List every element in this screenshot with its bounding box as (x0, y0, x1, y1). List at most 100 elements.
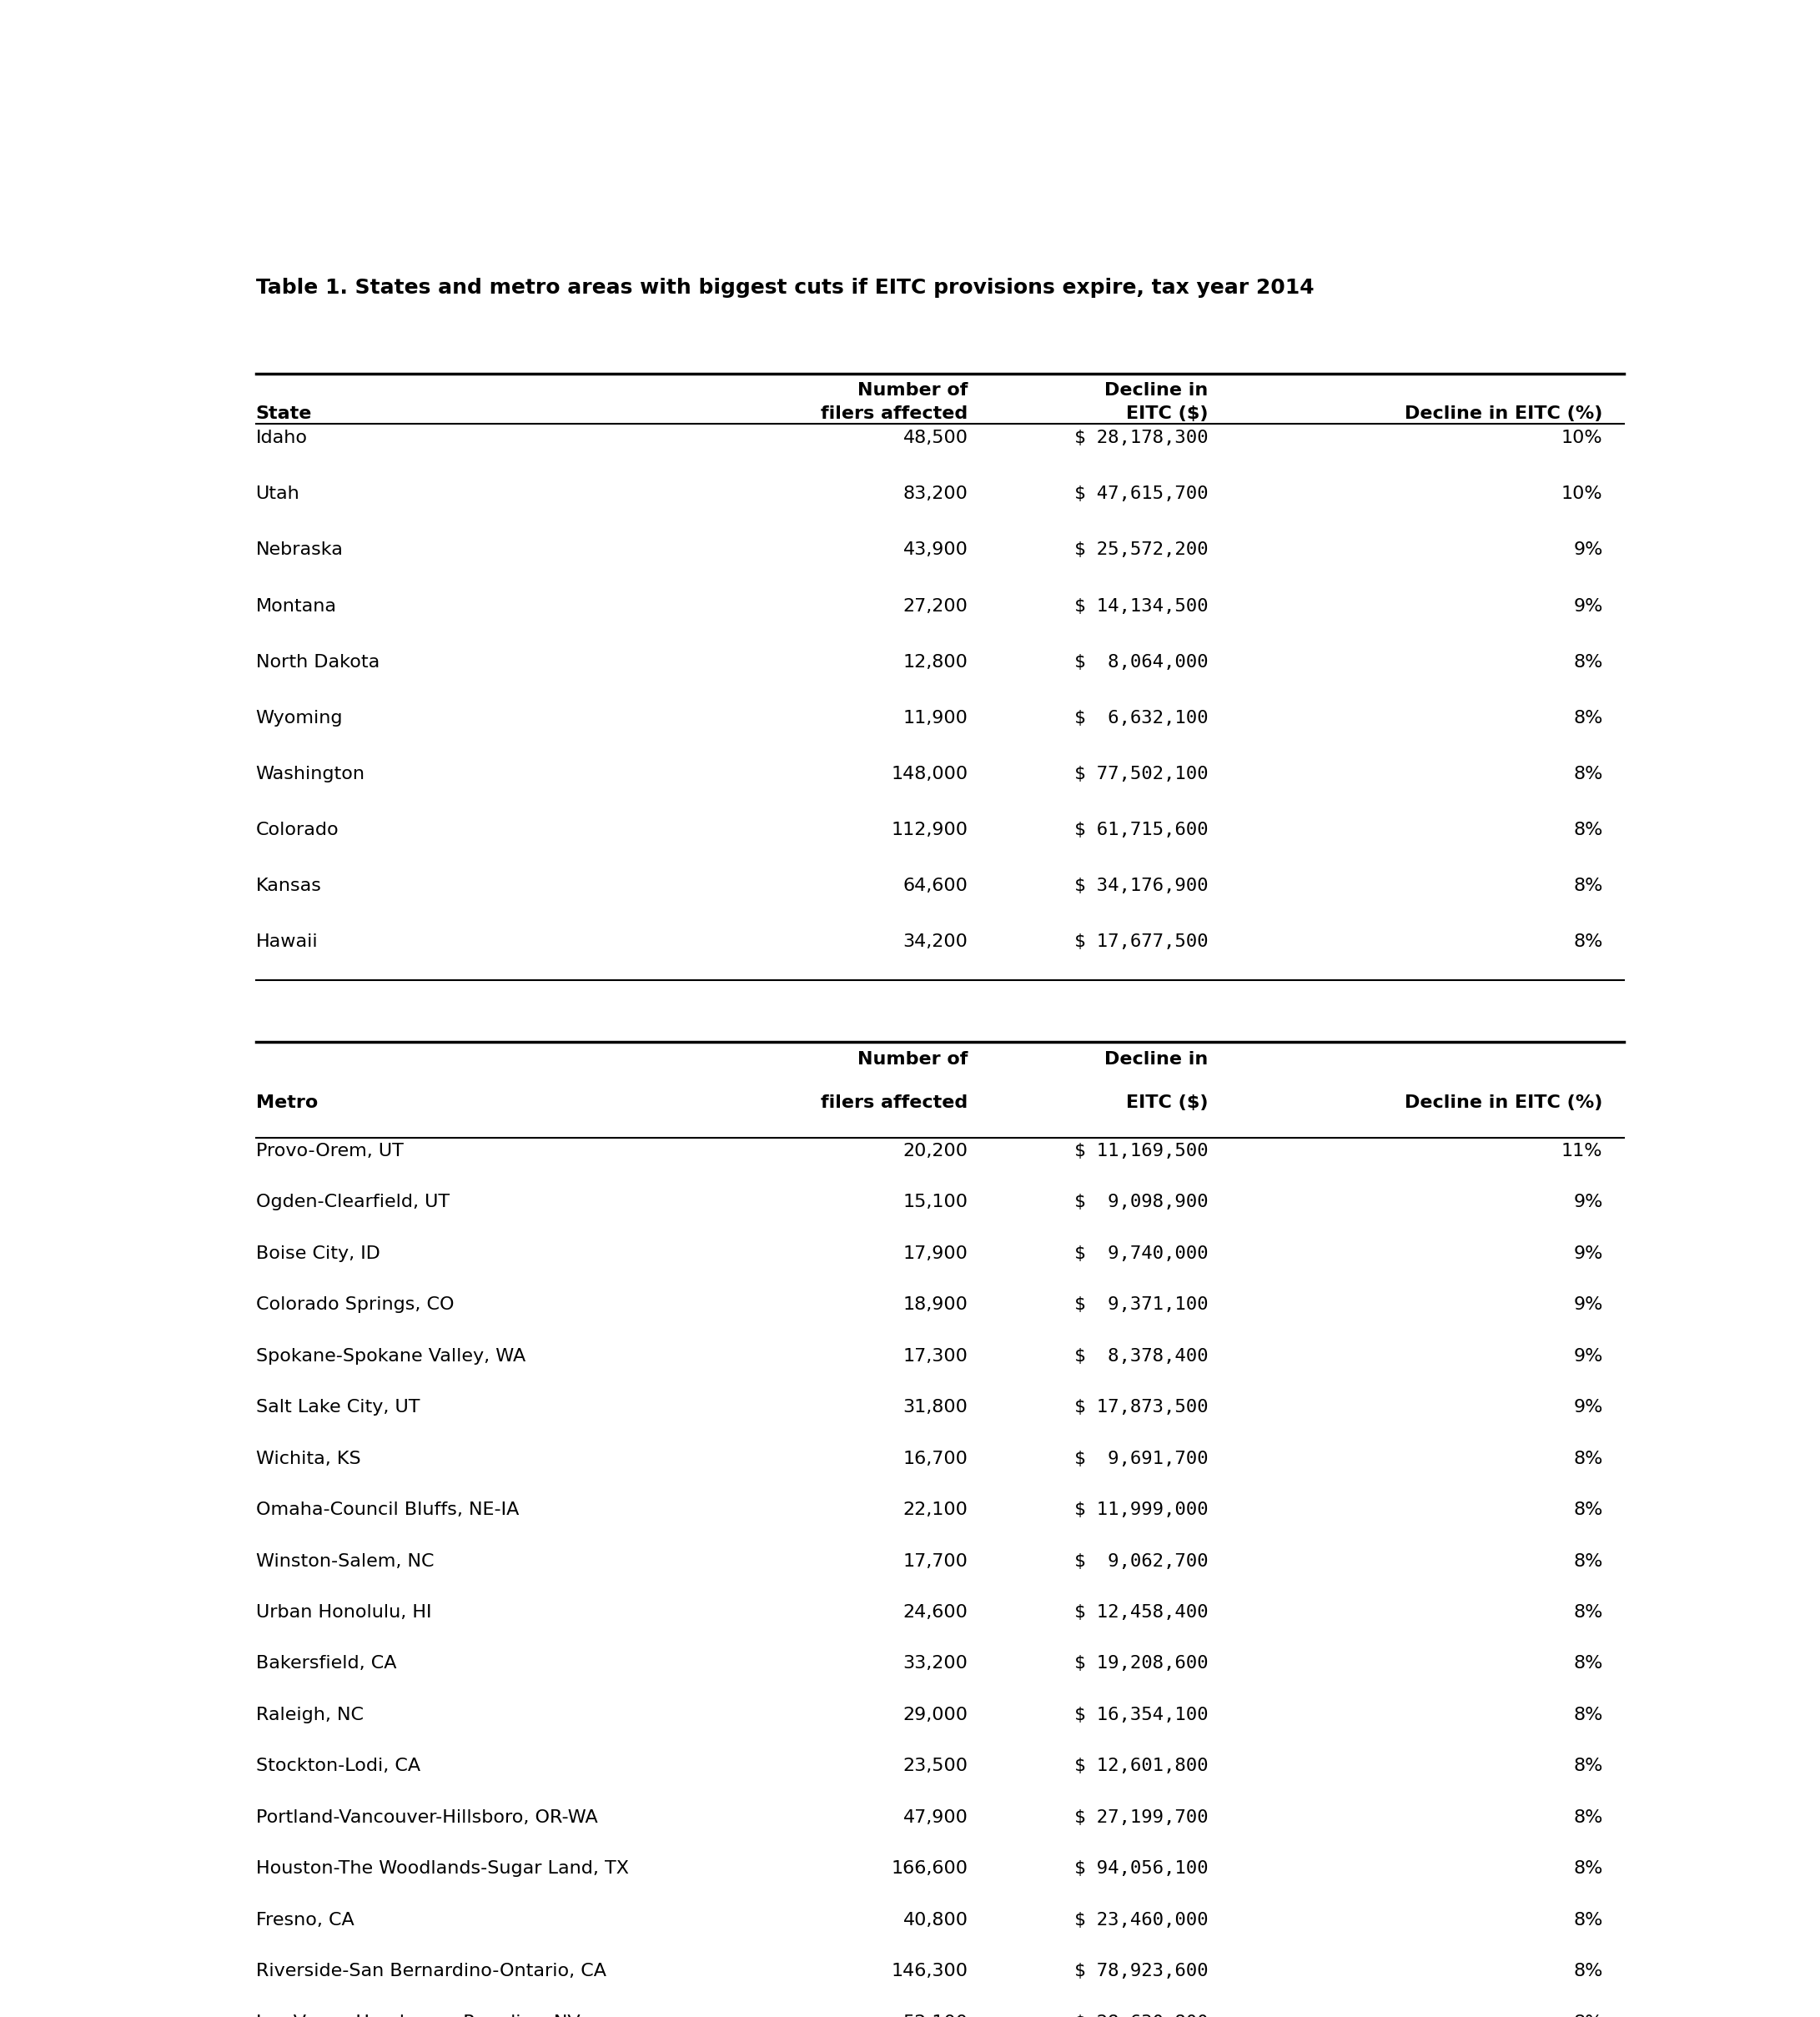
Text: $ 94,056,100: $ 94,056,100 (1074, 1860, 1208, 1878)
Text: 8%: 8% (1572, 1450, 1603, 1466)
Text: 27,200: 27,200 (903, 597, 968, 615)
Text: 8%: 8% (1572, 1553, 1603, 1569)
Text: $ 11,999,000: $ 11,999,000 (1074, 1501, 1208, 1519)
Text: filers affected: filers affected (821, 405, 968, 422)
Text: Table 1. States and metro areas with biggest cuts if EITC provisions expire, tax: Table 1. States and metro areas with big… (255, 278, 1314, 299)
Text: $  9,691,700: $ 9,691,700 (1074, 1450, 1208, 1466)
Text: 31,800: 31,800 (903, 1400, 968, 1416)
Text: 8%: 8% (1572, 1912, 1603, 1928)
Text: $  8,378,400: $ 8,378,400 (1074, 1347, 1208, 1366)
Text: $ 78,923,600: $ 78,923,600 (1074, 1963, 1208, 1979)
Text: Portland-Vancouver-Hillsboro, OR-WA: Portland-Vancouver-Hillsboro, OR-WA (255, 1809, 597, 1825)
Text: 8%: 8% (1572, 1809, 1603, 1825)
Text: 11%: 11% (1562, 1144, 1603, 1160)
Text: 18,900: 18,900 (903, 1297, 968, 1313)
Text: Raleigh, NC: Raleigh, NC (255, 1706, 364, 1723)
Text: $ 11,169,500: $ 11,169,500 (1074, 1144, 1208, 1160)
Text: 8%: 8% (1572, 1656, 1603, 1672)
Text: Colorado Springs, CO: Colorado Springs, CO (255, 1297, 453, 1313)
Text: 12,800: 12,800 (903, 654, 968, 670)
Text: 8%: 8% (1572, 877, 1603, 894)
Text: $ 34,176,900: $ 34,176,900 (1074, 877, 1208, 894)
Text: Utah: Utah (255, 486, 300, 502)
Text: 10%: 10% (1562, 430, 1603, 446)
Text: Urban Honolulu, HI: Urban Honolulu, HI (255, 1604, 431, 1622)
Text: 24,600: 24,600 (903, 1604, 968, 1622)
Text: 9%: 9% (1572, 1347, 1603, 1366)
Text: 17,900: 17,900 (903, 1244, 968, 1263)
Text: $ 12,601,800: $ 12,601,800 (1074, 1759, 1208, 1775)
Text: 20,200: 20,200 (903, 1144, 968, 1160)
Text: Decline in: Decline in (1105, 1051, 1208, 1067)
Text: Metro: Metro (255, 1095, 318, 1111)
Text: 22,100: 22,100 (903, 1501, 968, 1519)
Text: Washington: Washington (255, 764, 366, 783)
Text: 8%: 8% (1572, 654, 1603, 670)
Text: $ 19,208,600: $ 19,208,600 (1074, 1656, 1208, 1672)
Text: 23,500: 23,500 (903, 1759, 968, 1775)
Text: EITC ($): EITC ($) (1125, 1095, 1208, 1111)
Text: 8%: 8% (1572, 1860, 1603, 1878)
Text: Stockton-Lodi, CA: Stockton-Lodi, CA (255, 1759, 420, 1775)
Text: 15,100: 15,100 (903, 1194, 968, 1210)
Text: State: State (255, 405, 311, 422)
Text: Las Vegas-Henderson-Paradise, NV: Las Vegas-Henderson-Paradise, NV (255, 2015, 581, 2017)
Text: 8%: 8% (1572, 710, 1603, 726)
Text: 48,500: 48,500 (903, 430, 968, 446)
Text: Houston-The Woodlands-Sugar Land, TX: Houston-The Woodlands-Sugar Land, TX (255, 1860, 628, 1878)
Text: Boise City, ID: Boise City, ID (255, 1244, 380, 1263)
Text: 83,200: 83,200 (903, 486, 968, 502)
Text: 9%: 9% (1572, 1297, 1603, 1313)
Text: 33,200: 33,200 (903, 1656, 968, 1672)
Text: 8%: 8% (1572, 2015, 1603, 2017)
Text: 16,700: 16,700 (903, 1450, 968, 1466)
Text: 148,000: 148,000 (892, 764, 968, 783)
Text: 64,600: 64,600 (903, 877, 968, 894)
Text: 112,900: 112,900 (892, 821, 968, 837)
Text: 47,900: 47,900 (903, 1809, 968, 1825)
Text: $ 28,178,300: $ 28,178,300 (1074, 430, 1208, 446)
Text: 29,000: 29,000 (903, 1706, 968, 1723)
Text: $  9,098,900: $ 9,098,900 (1074, 1194, 1208, 1210)
Text: $  9,740,000: $ 9,740,000 (1074, 1244, 1208, 1263)
Text: $ 12,458,400: $ 12,458,400 (1074, 1604, 1208, 1622)
Text: 166,600: 166,600 (892, 1860, 968, 1878)
Text: 8%: 8% (1572, 1759, 1603, 1775)
Text: Bakersfield, CA: Bakersfield, CA (255, 1656, 397, 1672)
Text: Kansas: Kansas (255, 877, 322, 894)
Text: 34,200: 34,200 (903, 934, 968, 950)
Text: $ 27,199,700: $ 27,199,700 (1074, 1809, 1208, 1825)
Text: Wichita, KS: Wichita, KS (255, 1450, 360, 1466)
Text: Idaho: Idaho (255, 430, 308, 446)
Text: $ 61,715,600: $ 61,715,600 (1074, 821, 1208, 837)
Text: 10%: 10% (1562, 486, 1603, 502)
Text: $  9,062,700: $ 9,062,700 (1074, 1553, 1208, 1569)
Text: $ 77,502,100: $ 77,502,100 (1074, 764, 1208, 783)
Text: Salt Lake City, UT: Salt Lake City, UT (255, 1400, 420, 1416)
Text: $  9,371,100: $ 9,371,100 (1074, 1297, 1208, 1313)
Text: Colorado: Colorado (255, 821, 339, 837)
Text: Decline in: Decline in (1105, 381, 1208, 399)
Text: 9%: 9% (1572, 1244, 1603, 1263)
Text: 146,300: 146,300 (892, 1963, 968, 1979)
Text: 8%: 8% (1572, 1604, 1603, 1622)
Text: Omaha-Council Bluffs, NE-IA: Omaha-Council Bluffs, NE-IA (255, 1501, 519, 1519)
Text: Fresno, CA: Fresno, CA (255, 1912, 353, 1928)
Text: 9%: 9% (1572, 1194, 1603, 1210)
Text: Hawaii: Hawaii (255, 934, 318, 950)
Text: 8%: 8% (1572, 1706, 1603, 1723)
Text: 9%: 9% (1572, 1400, 1603, 1416)
Text: 8%: 8% (1572, 1963, 1603, 1979)
Text: 43,900: 43,900 (903, 543, 968, 559)
Text: $ 16,354,100: $ 16,354,100 (1074, 1706, 1208, 1723)
Text: $ 17,677,500: $ 17,677,500 (1074, 934, 1208, 950)
Text: Spokane-Spokane Valley, WA: Spokane-Spokane Valley, WA (255, 1347, 526, 1366)
Text: North Dakota: North Dakota (255, 654, 379, 670)
Text: 8%: 8% (1572, 764, 1603, 783)
Text: 9%: 9% (1572, 543, 1603, 559)
Text: 17,700: 17,700 (903, 1553, 968, 1569)
Text: Ogden-Clearfield, UT: Ogden-Clearfield, UT (255, 1194, 450, 1210)
Text: 8%: 8% (1572, 821, 1603, 837)
Text: 52,100: 52,100 (903, 2015, 968, 2017)
Text: $ 14,134,500: $ 14,134,500 (1074, 597, 1208, 615)
